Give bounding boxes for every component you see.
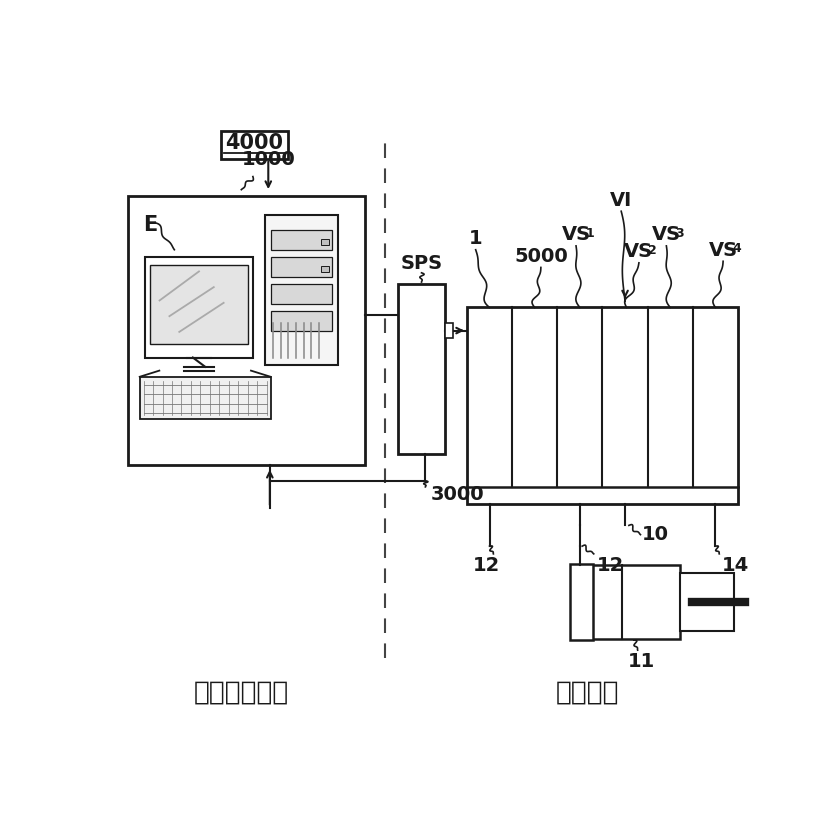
- Text: 12: 12: [473, 556, 500, 575]
- Bar: [321, 266, 329, 272]
- Text: 1000: 1000: [242, 150, 295, 169]
- Bar: [145, 257, 252, 358]
- Bar: [467, 307, 738, 504]
- Text: 执行阶段: 执行阶段: [556, 680, 619, 706]
- Text: VS: VS: [562, 225, 590, 244]
- Bar: [321, 239, 329, 245]
- Text: 5000: 5000: [514, 247, 568, 266]
- Bar: [128, 196, 365, 466]
- Text: 4000: 4000: [226, 132, 283, 153]
- Bar: [446, 323, 453, 338]
- Bar: [272, 310, 332, 331]
- Text: 代码生成阶段: 代码生成阶段: [194, 680, 289, 706]
- Bar: [221, 132, 288, 158]
- Polygon shape: [265, 208, 352, 215]
- Bar: [150, 266, 248, 344]
- Bar: [680, 574, 734, 631]
- Text: 1: 1: [469, 230, 482, 248]
- Text: 11: 11: [628, 653, 655, 672]
- Text: 3: 3: [675, 227, 684, 239]
- Text: 1: 1: [585, 227, 594, 239]
- Text: 3000: 3000: [431, 484, 484, 503]
- Text: E: E: [144, 215, 158, 235]
- Bar: [398, 284, 446, 453]
- Circle shape: [325, 342, 333, 350]
- Bar: [591, 565, 680, 639]
- Text: VI: VI: [610, 190, 632, 210]
- Text: SPS: SPS: [400, 254, 442, 273]
- Text: VS: VS: [652, 225, 681, 244]
- Text: 14: 14: [721, 556, 749, 575]
- Bar: [570, 564, 593, 641]
- Bar: [272, 283, 332, 304]
- Polygon shape: [339, 208, 352, 365]
- Bar: [265, 215, 339, 365]
- Bar: [272, 257, 332, 277]
- Bar: [272, 230, 332, 250]
- Text: 4: 4: [732, 242, 741, 255]
- Text: 12: 12: [597, 556, 624, 575]
- Text: VS: VS: [709, 241, 737, 260]
- Text: 10: 10: [642, 525, 669, 544]
- Bar: [140, 377, 271, 419]
- Text: 2: 2: [648, 243, 657, 257]
- Text: VS: VS: [624, 243, 654, 261]
